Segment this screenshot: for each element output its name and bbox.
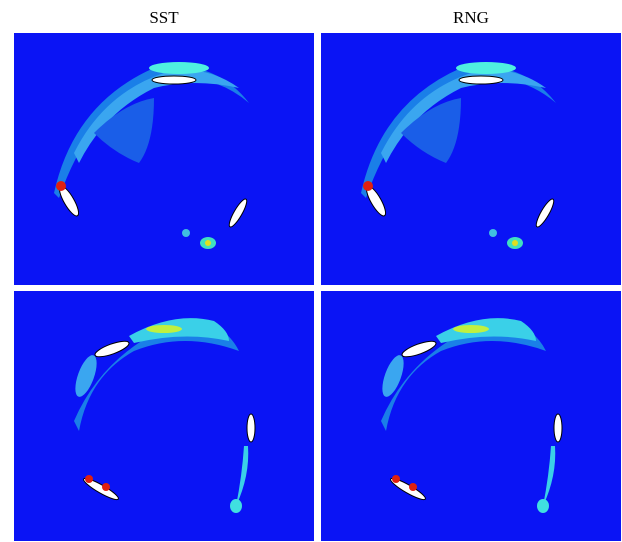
contour-panel: [14, 33, 314, 285]
panels: [0, 0, 622, 542]
figure: SST RNG: [0, 0, 622, 542]
contour-panel: [321, 33, 621, 285]
contour-panel: [321, 291, 621, 541]
contour-panel: [14, 291, 314, 541]
